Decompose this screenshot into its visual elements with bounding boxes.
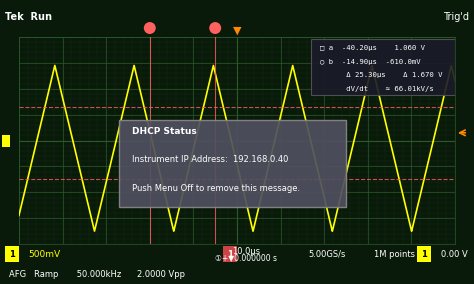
Text: Tek  Run: Tek Run [5,12,52,22]
Text: DHCP Status: DHCP Status [132,127,197,136]
Text: 1: 1 [421,250,427,259]
FancyBboxPatch shape [119,120,346,207]
Text: a: a [146,23,153,33]
Text: Trig'd: Trig'd [443,12,469,22]
Text: dV/dt    ≈ 66.01kV/s: dV/dt ≈ 66.01kV/s [320,86,434,92]
Text: □ a  -40.20μs    1.060 V: □ a -40.20μs 1.060 V [320,45,425,51]
Text: 10.0μs: 10.0μs [232,247,261,256]
FancyBboxPatch shape [311,39,455,95]
Text: b: b [211,23,219,33]
Text: 500mV: 500mV [28,250,61,259]
FancyBboxPatch shape [417,246,431,262]
Text: AFG   Ramp       50.000kHz      2.0000 Vpp: AFG Ramp 50.000kHz 2.0000 Vpp [9,270,185,279]
FancyBboxPatch shape [5,246,19,262]
Text: 1: 1 [2,135,9,146]
Text: ①+▼0.000000 s: ①+▼0.000000 s [216,253,277,262]
Text: 1M points: 1M points [374,250,415,259]
Text: Δ 25.30μs    Δ 1.670 V: Δ 25.30μs Δ 1.670 V [320,72,442,78]
Text: Push Menu Off to remove this message.: Push Menu Off to remove this message. [132,184,301,193]
FancyBboxPatch shape [223,246,237,262]
Text: ▼: ▼ [233,26,241,36]
Text: 1: 1 [9,250,15,259]
Text: Instrument IP Address:  192.168.0.40: Instrument IP Address: 192.168.0.40 [132,155,289,164]
Text: ○ b  -14.90μs  -610.0mV: ○ b -14.90μs -610.0mV [320,59,420,65]
Text: 0.00 V: 0.00 V [441,250,467,259]
Text: 5.00GS/s: 5.00GS/s [308,250,346,259]
Text: 1: 1 [227,250,233,259]
